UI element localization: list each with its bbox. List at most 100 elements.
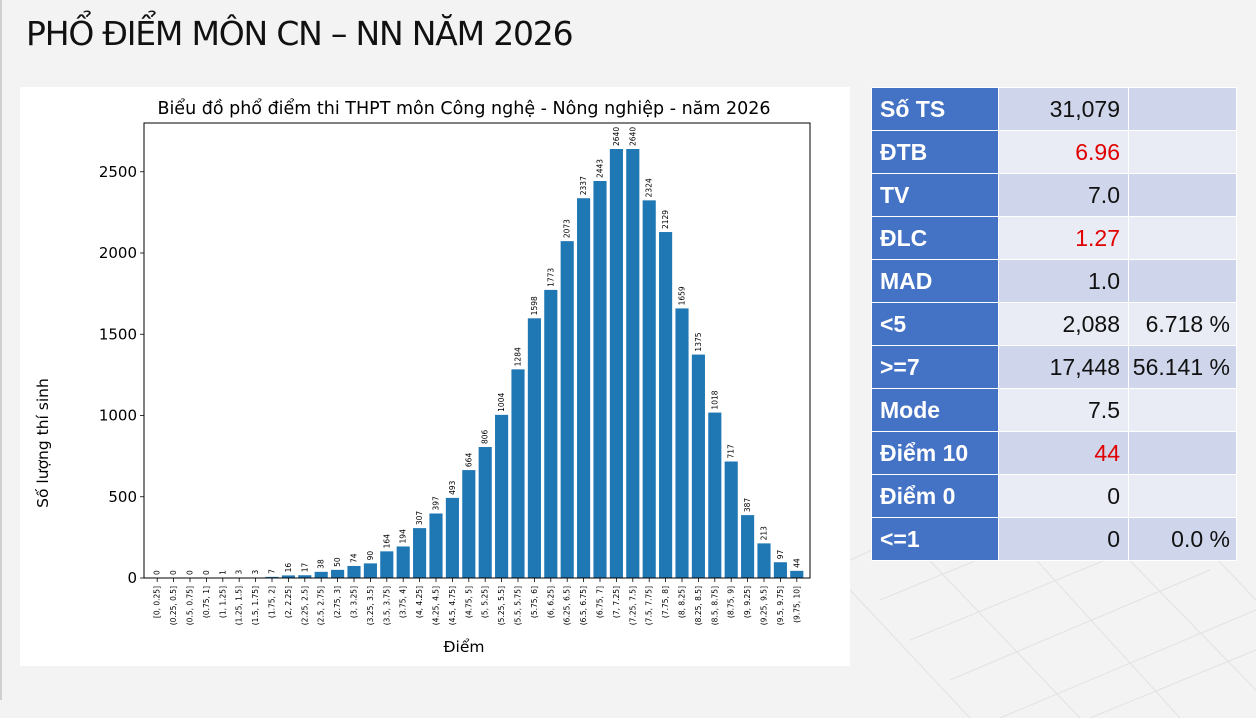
y-tick-label: 1000 [99,407,137,425]
x-tick-label: (4.75, 5] [464,586,473,618]
bar [331,569,345,578]
bar-value-label: 387 [743,498,752,513]
stat-label: <5 [871,302,999,346]
stats-row: Điểm 10 44 [871,431,1237,475]
x-tick-label: (2.25, 2.5] [300,586,309,625]
bar [708,412,722,578]
bar [265,576,279,578]
bar [462,470,476,578]
bar [429,513,443,578]
bar [626,149,640,578]
y-tick-label: 1500 [99,325,137,343]
bar [478,447,492,578]
stat-label: ĐTB [871,130,999,174]
bar [773,562,787,578]
bar-value-label: 90 [366,551,375,561]
bar-value-label: 2640 [628,127,637,146]
bar [593,181,607,578]
bar-value-label: 164 [382,534,391,549]
stat-value: 1.27 [998,216,1129,260]
stat-label: Điểm 10 [871,431,999,475]
bar-value-label: 3 [251,570,260,575]
bar-value-label: 74 [350,553,359,563]
y-tick-label: 2000 [99,244,137,262]
x-tick-label: [0, 0.25] [153,586,162,618]
bar-value-label: 664 [464,453,473,468]
bar-value-label: 17 [300,562,309,572]
stat-value: 0 [998,517,1129,561]
bar-value-label: 194 [399,529,408,544]
stat-value: 44 [998,431,1129,475]
bar [527,318,541,578]
x-tick-label: (3.25, 3.5] [366,586,375,625]
stat-percent: 0.0 % [1128,517,1237,561]
y-tick-label: 500 [108,488,137,506]
bar [790,570,804,578]
bar-value-label: 1375 [694,332,703,351]
stat-value: 2,088 [998,302,1129,346]
bar [314,571,328,578]
bar-value-label: 97 [776,549,785,559]
x-ticks-group: [0, 0.25] (0.25, 0.5] (0.5, 0.75] (0.75, 1]… [153,578,801,625]
x-tick-label: (5, 5.25] [481,586,490,618]
bar [495,414,509,578]
bar [298,575,312,578]
stats-row: Mode 7.5 [871,388,1237,432]
bar-value-label: 493 [448,480,457,495]
x-tick-label: (4.5, 4.75] [448,586,457,625]
bar [511,369,525,578]
stat-percent [1128,431,1237,475]
x-tick-label: (0.25, 0.5] [169,586,178,625]
stats-row: TV 7.0 [871,173,1237,217]
bar [281,575,295,578]
stat-percent: 56.141 % [1128,345,1237,389]
bar-value-label: 0 [169,570,178,575]
bar [691,354,705,578]
x-tick-label: (1, 1.25] [218,586,227,618]
bar-value-label: 717 [727,444,736,459]
stat-percent [1128,130,1237,174]
stat-value: 0 [998,474,1129,518]
stat-label: ĐLC [871,216,999,260]
bar [675,308,689,578]
stat-label: MAD [871,259,999,303]
bar [347,565,361,578]
stats-row: MAD 1.0 [871,259,1237,303]
bar-value-label: 0 [202,570,211,575]
x-tick-label: (4, 4.25] [415,586,424,618]
bar-value-label: 1284 [514,347,523,366]
plot-frame [143,122,811,579]
bar-value-label: 213 [760,526,769,541]
x-tick-label: (0.75, 1] [202,586,211,618]
x-tick-label: (2.75, 3] [333,586,342,618]
bar [577,198,591,579]
bar [413,528,427,578]
x-tick-label: (5.25, 5.5] [497,586,506,625]
bar [380,551,394,578]
y-tick-label: 2500 [99,163,137,181]
bar-value-label: 7 [268,569,277,574]
chart-container: Biểu đồ phổ điểm thi THPT môn Công nghệ … [20,87,850,666]
bar-value-label: 307 [415,511,424,526]
x-tick-label: (9.5, 9.75] [776,586,785,625]
bar [363,563,377,578]
x-tick-label: (6, 6.25] [546,586,555,618]
bar-value-label: 1598 [530,296,539,315]
x-tick-label: (8, 8.25] [678,586,687,618]
bar-value-label: 2324 [645,178,654,197]
bar-value-label: 1 [218,570,227,575]
stat-value: 6.96 [998,130,1129,174]
page-title: PHỔ ĐIỂM MÔN CN – NN NĂM 2026 [26,14,574,53]
score-distribution-chart: Biểu đồ phổ điểm thi THPT môn Công nghệ … [34,98,811,656]
bar [757,543,771,578]
x-tick-label: (8.25, 8.5] [694,586,703,625]
bar-value-label: 44 [792,558,801,568]
stat-percent: 6.718 % [1128,302,1237,346]
stat-percent [1128,259,1237,303]
stat-label: Số TS [871,87,999,131]
x-tick-label: (1.25, 1.5] [235,586,244,625]
stats-row: ĐTB 6.96 [871,130,1237,174]
stat-value: 7.5 [998,388,1129,432]
stat-percent [1128,216,1237,260]
